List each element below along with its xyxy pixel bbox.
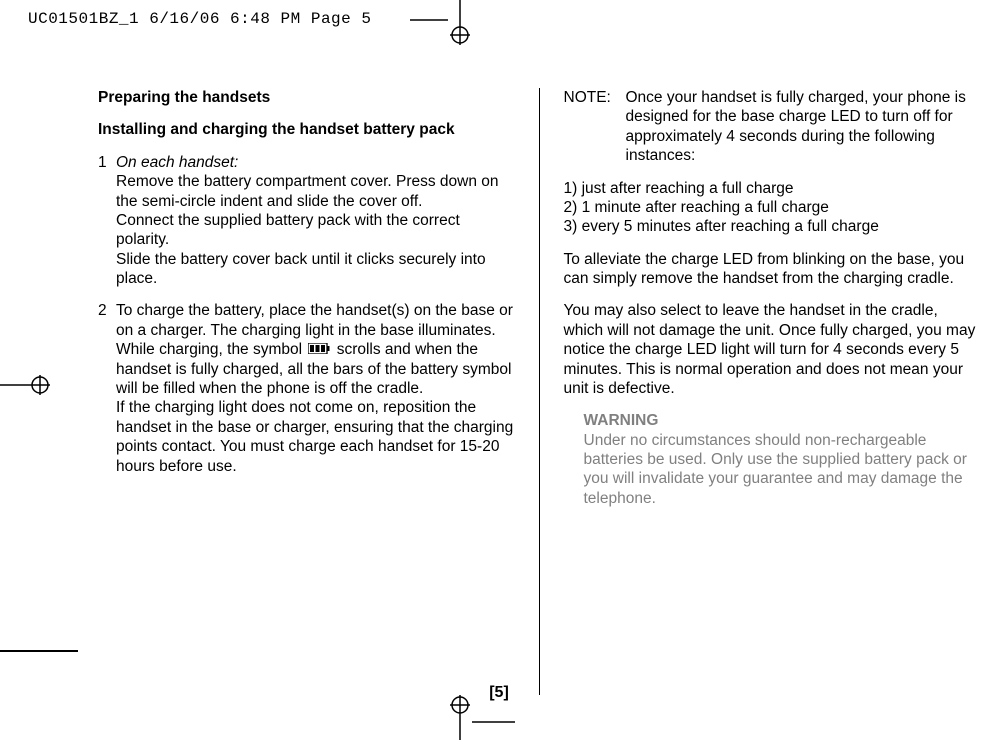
note-body: Once your handset is fully charged, your… [626,88,981,166]
heading-installing: Installing and charging the handset batt… [98,120,515,139]
page-content: Preparing the handsets Installing and ch… [98,88,980,695]
step-text: Remove the battery compartment cover. Pr… [116,172,515,211]
crop-mark-bottom [445,695,515,745]
instances-list: 1) just after reaching a full charge 2) … [564,179,981,237]
step-text: Connect the supplied battery pack with t… [116,211,515,250]
step-number: 1 [98,153,116,289]
step-2: 2 To charge the battery, place the hands… [98,301,515,476]
paragraph: To alleviate the charge LED from blinkin… [564,250,981,289]
battery-icon [308,340,330,359]
left-column: Preparing the handsets Installing and ch… [98,88,515,695]
crop-mark-left [0,365,55,410]
step-text: Slide the battery cover back until it cl… [116,250,515,289]
step-lead: On each handset: [116,153,515,172]
crop-mark-bottom-left [0,650,78,652]
crop-mark-top [410,0,490,45]
warning-block: WARNING Under no circumstances should no… [564,411,981,508]
step-number: 2 [98,301,116,476]
step-body: On each handset: Remove the battery comp… [116,153,515,289]
column-divider [539,88,540,695]
step-text: To charge the battery, place the handset… [116,301,515,398]
warning-title: WARNING [584,411,971,430]
note-label: NOTE: [564,88,626,166]
note-block: NOTE: Once your handset is fully charged… [564,88,981,166]
list-item: 2) 1 minute after reaching a full charge [564,198,981,217]
list-item: 1) just after reaching a full charge [564,179,981,198]
step-1: 1 On each handset: Remove the battery co… [98,153,515,289]
list-item: 3) every 5 minutes after reaching a full… [564,217,981,236]
heading-preparing: Preparing the handsets [98,88,515,107]
step-text: If the charging light does not come on, … [116,398,515,476]
paragraph: You may also select to leave the handset… [564,301,981,398]
right-column: NOTE: Once your handset is fully charged… [564,88,981,695]
step-body: To charge the battery, place the handset… [116,301,515,476]
warning-body: Under no circumstances should non-rechar… [584,431,971,509]
prepress-slug: UC01501BZ_1 6/16/06 6:48 PM Page 5 [28,10,371,28]
